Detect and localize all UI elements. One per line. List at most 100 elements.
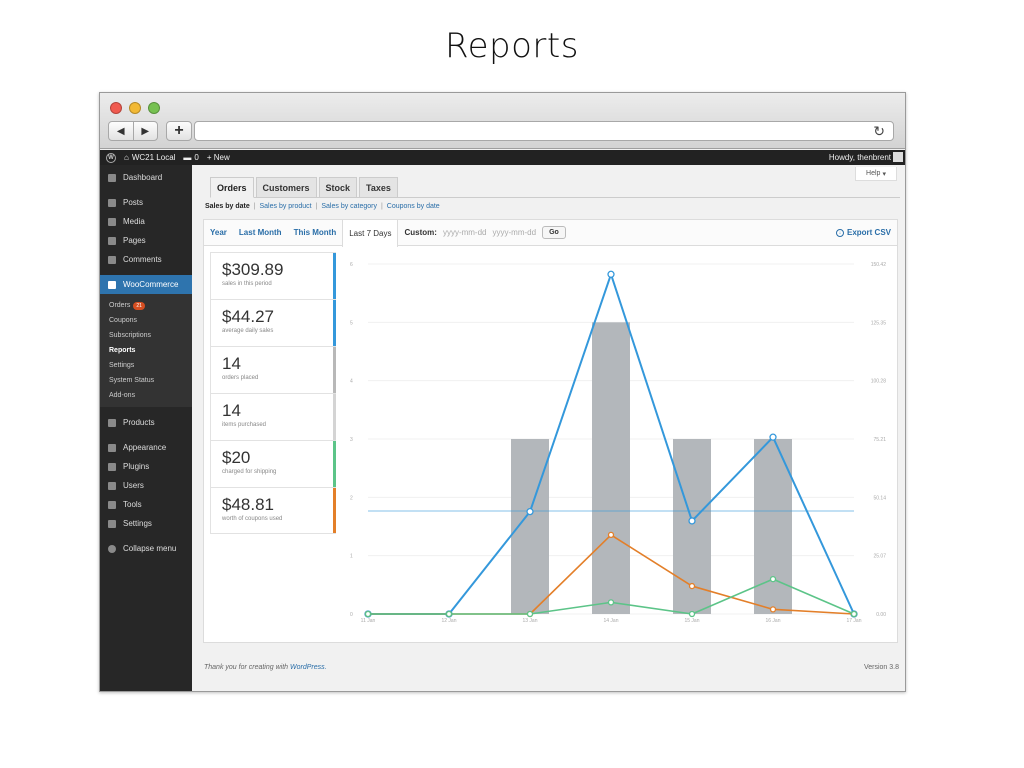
legend-desc: items purchased	[222, 422, 267, 428]
sidebar-item-pages[interactable]: Pages	[100, 231, 192, 250]
x-tick-label: 15 Jan	[684, 618, 699, 624]
series-point	[769, 575, 777, 583]
sidebar-item-products[interactable]: Products	[100, 413, 192, 432]
history-nav: ◀ ▶	[108, 121, 158, 141]
site-name-link[interactable]: ⌂ WC21 Local	[124, 153, 176, 162]
range-this-month[interactable]: This Month	[293, 228, 337, 237]
legend-item-sales[interactable]: $309.89 sales in this period	[210, 252, 336, 299]
series-point	[526, 507, 534, 516]
range-last-month[interactable]: Last Month	[238, 228, 282, 237]
y-tick-label-right: 100.28	[871, 379, 887, 385]
comments-link[interactable]: ▬ 0	[183, 153, 199, 162]
x-tick-label: 12 Jan	[441, 618, 456, 624]
howdy-user-link[interactable]: Howdy, thenbrent	[828, 153, 891, 162]
legend-desc: worth of coupons used	[222, 516, 283, 522]
sidebar-item-woocommerce[interactable]: WooCommerce	[100, 275, 192, 294]
new-content-link[interactable]: + New	[206, 153, 230, 162]
y-tick-label-left: 2	[350, 495, 353, 501]
media-icon	[108, 217, 116, 226]
sidebar-item-posts[interactable]: Posts	[100, 193, 192, 212]
back-arrow-icon[interactable]: ◀	[109, 122, 134, 140]
new-tab-button[interactable]: +	[166, 121, 192, 141]
help-tab[interactable]: Help ▾	[855, 167, 897, 181]
x-tick-label: 16 Jan	[765, 618, 780, 624]
minimize-window-button[interactable]	[129, 102, 141, 114]
legend-value: 14	[222, 354, 241, 373]
chart-legend: $309.89 sales in this period $44.27 aver…	[210, 252, 336, 534]
main-content: Help ▾ Orders Customers Stock Taxes Sale…	[192, 165, 905, 691]
avatar[interactable]	[893, 152, 903, 162]
subnav-sales-by-product[interactable]: Sales by product	[259, 203, 312, 210]
reload-icon[interactable]: ↻	[873, 123, 885, 139]
series-point	[607, 531, 615, 539]
sidebar-item-appearance[interactable]: Appearance	[100, 438, 192, 457]
y-tick-label-left: 3	[350, 437, 353, 443]
wordpress-link[interactable]: WordPress.	[290, 664, 327, 671]
legend-color-bar	[333, 347, 336, 393]
submenu-orders[interactable]: Orders 21	[100, 298, 192, 313]
range-year[interactable]: Year	[210, 228, 227, 237]
legend-color-bar	[333, 488, 336, 533]
legend-desc: sales in this period	[222, 281, 272, 287]
submenu-coupons[interactable]: Coupons	[109, 317, 138, 324]
x-tick-label: 13 Jan	[522, 618, 537, 624]
submenu-system-status[interactable]: System Status	[109, 377, 155, 384]
sidebar-item-users[interactable]: Users	[100, 476, 192, 495]
series-point	[445, 610, 453, 618]
legend-item-items[interactable]: 14 items purchased	[210, 393, 336, 440]
orders-count-badge: 21	[133, 301, 145, 310]
woocommerce-submenu: Orders 21 Coupons Subscriptions Reports S…	[100, 294, 192, 407]
subnav-separator: |	[380, 203, 383, 210]
subnav-sales-by-category[interactable]: Sales by category	[321, 203, 378, 210]
range-last-7-days[interactable]: Last 7 Days	[342, 220, 399, 247]
sidebar-item-settings[interactable]: Settings	[100, 514, 192, 533]
sidebar-item-comments[interactable]: Comments	[100, 250, 192, 269]
series-point	[688, 610, 696, 618]
series-point	[607, 599, 615, 606]
bar	[592, 322, 630, 614]
legend-color-bar	[333, 300, 336, 346]
tab-customers[interactable]: Customers	[255, 177, 317, 198]
submenu-settings[interactable]: Settings	[109, 362, 135, 369]
wordpress-logo-icon[interactable]: W	[106, 152, 116, 163]
end-date-input[interactable]: yyyy-mm-dd	[492, 228, 537, 237]
tab-orders[interactable]: Orders	[210, 177, 254, 198]
go-button[interactable]: Go	[542, 226, 566, 239]
start-date-input[interactable]: yyyy-mm-dd	[442, 228, 487, 237]
export-csv-button[interactable]: ↓ Export CSV	[835, 228, 891, 237]
submenu-subscriptions[interactable]: Subscriptions	[109, 332, 152, 339]
browser-titlebar: ◀ ▶ + ↻	[100, 93, 905, 149]
subnav-sales-by-date[interactable]: Sales by date	[205, 203, 250, 210]
sidebar-item-plugins[interactable]: Plugins	[100, 457, 192, 476]
zoom-window-button[interactable]	[148, 102, 160, 114]
pin-icon	[108, 198, 116, 207]
legend-value: $309.89	[222, 260, 284, 279]
comment-icon	[108, 255, 116, 264]
series-point	[364, 610, 372, 618]
collapse-menu-button[interactable]: Collapse menu	[100, 539, 192, 558]
subnav-separator: |	[253, 203, 256, 210]
collapse-icon	[108, 544, 116, 553]
sidebar-item-media[interactable]: Media	[100, 212, 192, 231]
legend-color-bar	[333, 253, 336, 299]
slide-title: Reports	[445, 26, 579, 66]
submenu-add-ons[interactable]: Add-ons	[109, 392, 136, 399]
forward-arrow-icon[interactable]: ▶	[141, 125, 150, 137]
close-window-button[interactable]	[110, 102, 122, 114]
legend-item-coupons[interactable]: $48.81 worth of coupons used	[210, 487, 336, 534]
series-point	[526, 610, 534, 618]
subnav-coupons-by-date[interactable]: Coupons by date	[386, 203, 440, 210]
legend-item-orders[interactable]: 14 orders placed	[210, 346, 336, 393]
sidebar-item-dashboard[interactable]: Dashboard	[100, 168, 192, 187]
tab-taxes[interactable]: Taxes	[359, 177, 398, 198]
legend-item-shipping[interactable]: $20 charged for shipping	[210, 440, 336, 487]
submenu-reports[interactable]: Reports	[109, 347, 136, 354]
x-tick-label: 14 Jan	[603, 618, 618, 624]
legend-item-average[interactable]: $44.27 average daily sales	[210, 299, 336, 346]
comment-icon: ▬	[183, 153, 192, 162]
tab-stock[interactable]: Stock	[318, 177, 358, 198]
sidebar-item-tools[interactable]: Tools	[100, 495, 192, 514]
address-bar[interactable]: ↻	[194, 121, 894, 141]
footer-version: Version 3.8	[863, 664, 899, 671]
legend-desc: average daily sales	[222, 328, 274, 334]
